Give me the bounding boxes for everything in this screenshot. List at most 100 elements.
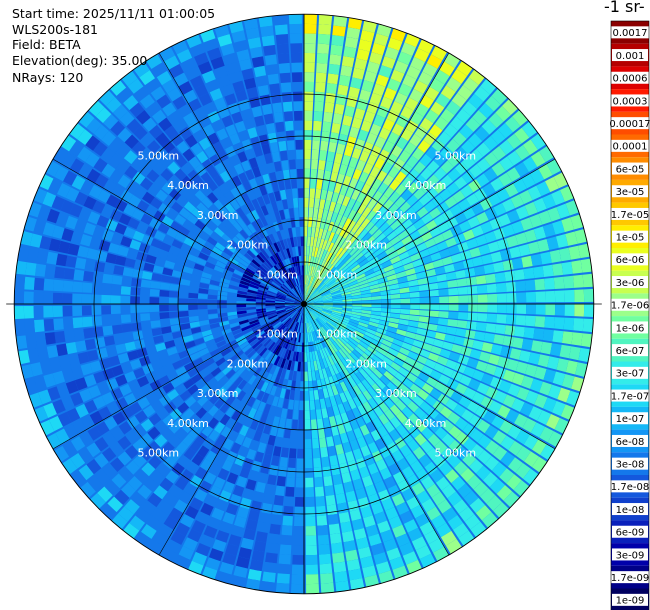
ppi-cell [382, 226, 394, 237]
ppi-cell [72, 293, 83, 304]
ppi-cell [130, 305, 141, 314]
ppi-cell [362, 141, 374, 154]
ppi-cell [14, 306, 25, 320]
ppi-cell [351, 222, 361, 234]
ppi-cell [125, 180, 140, 194]
ppi-cell [304, 400, 310, 411]
ppi-cell [159, 304, 169, 312]
ppi-cell [248, 509, 260, 522]
ppi-cell [428, 317, 439, 325]
ppi-cell [335, 383, 344, 394]
ppi-cell [312, 380, 318, 391]
ring-label: 3.00km [197, 387, 239, 400]
ring-label: 1.00km [256, 328, 298, 341]
ppi-cell [337, 423, 346, 435]
ppi-cell [419, 94, 435, 109]
ppi-cell [191, 373, 203, 384]
ppi-cell [424, 86, 440, 101]
ppi-cell [273, 495, 284, 506]
ppi-cell [489, 217, 502, 230]
ppi-cell [342, 175, 352, 187]
ppi-cell [271, 455, 280, 467]
ppi-cell [105, 252, 118, 264]
ppi-cell [124, 499, 140, 515]
ppi-cell [279, 456, 288, 468]
ppi-cell [164, 401, 177, 414]
ppi-cell [226, 450, 238, 463]
ppi-cell [297, 178, 304, 189]
ppi-cell [34, 319, 45, 333]
ppi-cell [313, 304, 324, 306]
ppi-cell [496, 282, 507, 293]
ppi-cell [296, 275, 300, 286]
ppi-cell [207, 405, 219, 417]
ppi-cell [343, 368, 352, 379]
ppi-cell [400, 292, 411, 299]
ppi-cell [293, 535, 304, 546]
elevation-label: Elevation(deg): 35.00 [12, 53, 148, 68]
ppi-cell [269, 141, 279, 153]
ppi-cell [332, 374, 340, 385]
ppi-cell [561, 261, 573, 275]
ppi-cell [39, 360, 53, 375]
ppi-cell [247, 289, 258, 294]
ppi-cell [340, 286, 350, 292]
ppi-cell [318, 339, 324, 349]
ppi-cell [384, 409, 396, 421]
ppi-cell [343, 217, 352, 229]
colorbar-label: 3e-07 [616, 369, 645, 380]
ppi-cell [335, 247, 344, 257]
ppi-cell [266, 394, 275, 406]
ppi-cell [217, 304, 227, 309]
ppi-cell [408, 413, 421, 426]
ppi-cell [277, 251, 285, 261]
ppi-cell [178, 207, 191, 219]
ppi-cell [284, 339, 291, 350]
ppi-cell [474, 126, 490, 142]
ppi-cell [496, 484, 513, 501]
ppi-cell [102, 431, 117, 446]
ppi-cell [275, 170, 284, 182]
ppi-cell [246, 385, 256, 397]
ppi-cell [335, 350, 344, 361]
ppi-cell [296, 468, 304, 478]
ppi-cell [305, 487, 315, 498]
ppi-cell [471, 256, 484, 267]
ppi-cell [305, 477, 314, 488]
ppi-cell [94, 261, 106, 273]
ppi-cell [187, 346, 199, 356]
ppi-cell [262, 173, 271, 185]
ppi-cell [321, 239, 328, 250]
ppi-cell [112, 104, 129, 120]
ppi-cell [542, 193, 556, 209]
ppi-cell [375, 232, 387, 243]
ppi-cell [169, 318, 180, 326]
ppi-cell [200, 184, 212, 197]
ppi-cell [145, 101, 161, 117]
ppi-cell [338, 282, 348, 289]
ppi-cell [321, 337, 329, 347]
ppi-cell [273, 242, 281, 253]
ppi-cell [331, 292, 342, 297]
ppi-cell [302, 332, 304, 343]
ppi-cell [261, 349, 270, 359]
ppi-cell [111, 314, 122, 325]
ppi-cell [499, 419, 514, 435]
ppi-cell [328, 365, 336, 376]
ppi-cell [350, 316, 360, 322]
ppi-cell [409, 230, 421, 241]
ppi-cell [383, 186, 395, 199]
ppi-cell [351, 117, 363, 130]
ppi-cell [228, 284, 239, 290]
ppi-cell [259, 334, 269, 343]
ppi-cell [304, 120, 313, 131]
ppi-cell [496, 188, 510, 202]
ppi-cell [139, 305, 150, 313]
ppi-cell [298, 285, 302, 295]
ppi-cell [485, 386, 499, 400]
ppi-cell [269, 255, 278, 265]
ppi-cell [52, 370, 66, 385]
ppi-cell [253, 272, 264, 280]
ppi-cell [218, 316, 229, 323]
ppi-cell [338, 336, 348, 345]
